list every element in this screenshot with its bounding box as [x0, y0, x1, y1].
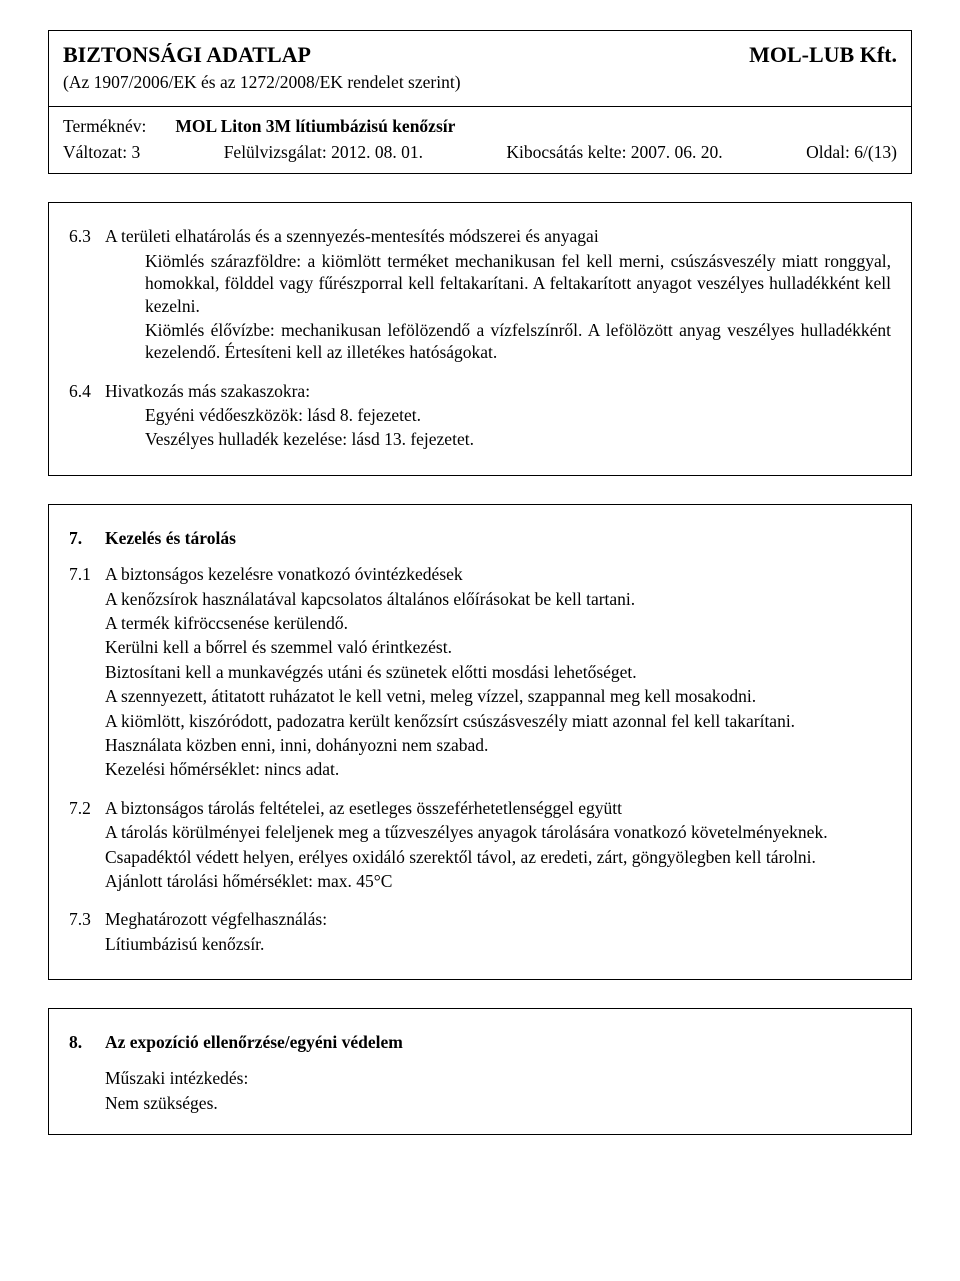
- section-6-3-p1: Kiömlés szárazföldre: a kiömlött terméke…: [145, 250, 891, 317]
- section-7-1-p2: A termék kifröccsenése kerülendő.: [105, 612, 891, 634]
- section-6-3: 6.3 A területi elhatárolás és a szennyez…: [69, 225, 891, 365]
- section-6-3-p2: Kiömlés élővízbe: mechanikusan lefölözen…: [145, 319, 891, 364]
- section-7-2-p2: Csapadéktól védett helyen, erélyes oxidá…: [105, 846, 891, 868]
- page-number: Oldal: 6/(13): [806, 141, 897, 163]
- section-6-4: 6.4 Hivatkozás más szakaszokra: Egyéni v…: [69, 380, 891, 453]
- section-7-2-p1: A tárolás körülményei feleljenek meg a t…: [105, 821, 891, 843]
- section-8-num: 8.: [69, 1031, 105, 1053]
- section-8-body: Műszaki intézkedés: Nem szükséges.: [69, 1067, 891, 1116]
- section-7-1: 7.1 A biztonságos kezelésre vonatkozó óv…: [69, 563, 891, 783]
- section-7-1-p4: Biztosítani kell a munkavégzés utáni és …: [105, 661, 891, 683]
- section-7-2-p3: Ajánlott tárolási hőmérséklet: max. 45°C: [105, 870, 891, 892]
- section-6-4-title: Hivatkozás más szakaszokra:: [105, 380, 891, 402]
- section-7-1-p5: A szennyezett, átitatott ruházatot le ke…: [105, 685, 891, 707]
- section-7-2-num: 7.2: [69, 797, 105, 895]
- product-row: Terméknév: MOL Liton 3M lítiumbázisú ken…: [49, 107, 911, 139]
- section-7-2-title: A biztonságos tárolás feltételei, az ese…: [105, 797, 891, 819]
- section-7-num: 7.: [69, 527, 105, 549]
- header-top: BIZTONSÁGI ADATLAP MOL-LUB Kft. (Az 1907…: [49, 31, 911, 107]
- product-name: MOL Liton 3M lítiumbázisú kenőzsír: [175, 116, 455, 136]
- issued-text: Kibocsátás kelte: 2007. 06. 20.: [506, 141, 722, 163]
- section-7: 7. Kezelés és tárolás: [69, 527, 891, 549]
- section-7-title: Kezelés és tárolás: [105, 527, 891, 549]
- section-8-p2: Nem szükséges.: [105, 1092, 891, 1114]
- section-7-1-p6: A kiömlött, kiszóródott, padozatra kerül…: [105, 710, 891, 732]
- section-7-1-title: A biztonságos kezelésre vonatkozó óvinté…: [105, 563, 891, 585]
- section-7-1-p3: Kerülni kell a bőrrel és szemmel való ér…: [105, 636, 891, 658]
- product-label: Terméknév:: [63, 115, 171, 137]
- section-7-3-title: Meghatározott végfelhasználás:: [105, 908, 891, 930]
- section-6-4-p1: Egyéni védőeszközök: lásd 8. fejezetet.: [145, 404, 891, 426]
- section-7-1-p1: A kenőzsírok használatával kapcsolatos á…: [105, 588, 891, 610]
- section-6-4-p2: Veszélyes hulladék kezelése: lásd 13. fe…: [145, 428, 891, 450]
- section-6-box: 6.3 A területi elhatárolás és a szennyez…: [48, 202, 912, 476]
- version-row: Változat: 3 Felülvizsgálat: 2012. 08. 01…: [49, 139, 911, 173]
- section-7-1-p8: Kezelési hőmérséklet: nincs adat.: [105, 758, 891, 780]
- section-8-p1: Műszaki intézkedés:: [105, 1067, 891, 1089]
- doc-subtitle: (Az 1907/2006/EK és az 1272/2008/EK rend…: [63, 71, 897, 93]
- section-6-4-num: 6.4: [69, 380, 105, 453]
- doc-title-right: MOL-LUB Kft.: [749, 41, 897, 69]
- section-6-3-title: A területi elhatárolás és a szennyezés-m…: [105, 225, 891, 247]
- version-label: Változat: 3: [63, 141, 140, 163]
- section-7-3: 7.3 Meghatározott végfelhasználás: Lítiu…: [69, 908, 891, 957]
- section-6-3-num: 6.3: [69, 225, 105, 365]
- section-7-1-num: 7.1: [69, 563, 105, 783]
- section-7-3-num: 7.3: [69, 908, 105, 957]
- doc-title-left: BIZTONSÁGI ADATLAP: [63, 41, 311, 69]
- header-frame: BIZTONSÁGI ADATLAP MOL-LUB Kft. (Az 1907…: [48, 30, 912, 174]
- section-7-box: 7. Kezelés és tárolás 7.1 A biztonságos …: [48, 504, 912, 980]
- revision-text: Felülvizsgálat: 2012. 08. 01.: [224, 141, 423, 163]
- section-7-3-p1: Lítiumbázisú kenőzsír.: [105, 933, 891, 955]
- section-8-box: 8. Az expozíció ellenőrzése/egyéni védel…: [48, 1008, 912, 1135]
- section-7-1-p7: Használata közben enni, inni, dohányozni…: [105, 734, 891, 756]
- section-8-title: Az expozíció ellenőrzése/egyéni védelem: [105, 1031, 891, 1053]
- section-7-2: 7.2 A biztonságos tárolás feltételei, az…: [69, 797, 891, 895]
- section-8: 8. Az expozíció ellenőrzése/egyéni védel…: [69, 1031, 891, 1053]
